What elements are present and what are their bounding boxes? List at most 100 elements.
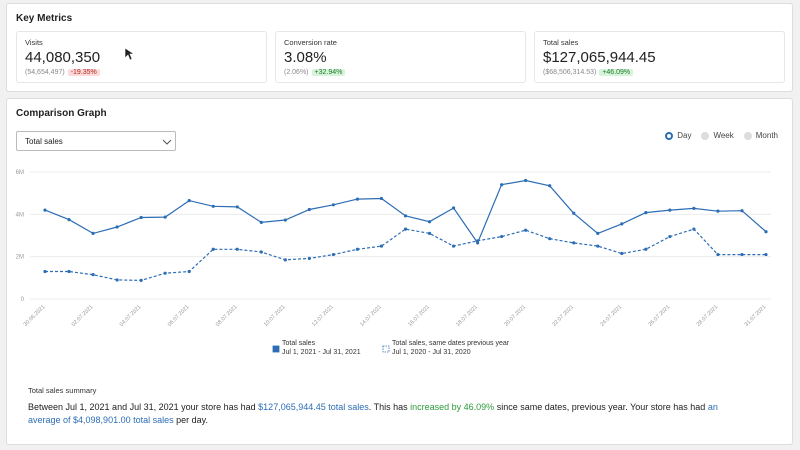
data-point (524, 228, 528, 232)
data-point (644, 211, 648, 215)
legend-swatch (272, 345, 280, 353)
metric-dropdown[interactable]: Total sales (16, 131, 176, 151)
x-tick-label: 20.07.2021 (503, 304, 527, 328)
data-point (355, 197, 360, 201)
x-tick-label: 24.07.2021 (600, 304, 624, 328)
metric-card: Total sales $127,065,944.45 ($68,506,314.5… (534, 31, 785, 83)
data-point (163, 215, 167, 219)
metric-label: Total sales (543, 38, 579, 47)
series-line (44, 179, 767, 245)
data-point (259, 250, 263, 254)
data-point (500, 234, 504, 239)
x-tick-label: 30.06.2021 (23, 304, 47, 328)
data-point (644, 247, 648, 251)
radio-dot (743, 131, 752, 140)
x-tick-label: 02.07.2021 (71, 304, 95, 328)
legend-range: Jul 1, 2021 - Jul 31, 2021 (282, 349, 361, 356)
x-tick-label: 10.07.2021 (263, 304, 287, 328)
summary-part: since same dates, previous year. Your st… (494, 402, 708, 412)
legend-swatch (382, 345, 390, 353)
data-point (451, 244, 456, 248)
data-point (43, 208, 47, 212)
panel-title: Key Metrics (16, 13, 73, 24)
data-point (187, 198, 191, 203)
data-point (403, 227, 408, 231)
summary-part: increased by 46.09% (410, 402, 495, 412)
data-point (91, 231, 95, 235)
legend-name: Total sales, same dates previous year (392, 340, 510, 347)
data-point (740, 252, 744, 257)
data-point (307, 256, 311, 260)
key-metrics-panel: Key Metrics Visits 44,080,350 (54,654,497)… (6, 3, 793, 92)
panel-title: Comparison Graph (16, 108, 107, 119)
change-badge: +32.94% (311, 69, 346, 76)
data-point (764, 252, 768, 257)
x-tick-label: 06.07.2021 (167, 304, 191, 328)
comparison-graph-panel: Comparison Graph Total sales Day Week Mont… (6, 98, 793, 445)
data-point (307, 207, 311, 212)
data-point (620, 251, 624, 256)
data-point (596, 231, 600, 235)
metric-value: 44,080,350 (25, 49, 101, 66)
summary-part: . This has (368, 402, 411, 412)
data-point (692, 206, 696, 211)
data-point (67, 269, 71, 274)
data-point (572, 241, 576, 245)
data-point (524, 178, 528, 183)
data-point (331, 252, 335, 257)
data-point (572, 211, 576, 215)
data-point (740, 209, 744, 213)
period-radio[interactable]: Month (743, 131, 778, 140)
metric-previous-row: (54,654,497) -19.35% (25, 69, 258, 76)
data-point (67, 218, 71, 222)
mouse-cursor (124, 47, 135, 61)
data-point (548, 237, 552, 241)
data-point (548, 184, 552, 188)
y-tick-label: 6M (16, 170, 24, 176)
period-radio[interactable]: Day (665, 131, 691, 140)
data-point (91, 273, 95, 277)
data-point (427, 231, 432, 235)
x-tick-label: 31.07.2021 (744, 304, 768, 328)
y-tick-label: 4M (16, 212, 24, 218)
data-point (379, 244, 384, 248)
summary-part: $127,065,944.45 total sales (258, 402, 369, 412)
dropdown-value: Total sales (25, 137, 63, 146)
data-point (43, 269, 47, 274)
metric-previous-row: (2.06%) +32.94% (284, 69, 517, 76)
x-tick-label: 12.07.2021 (311, 304, 335, 328)
metric-label: Visits (25, 38, 43, 47)
x-tick-label: 04.07.2021 (119, 304, 143, 328)
metric-previous: ($68,506,314.53) (543, 69, 597, 76)
change-badge: -19.35% (67, 69, 100, 76)
x-tick-label: 28.07.2021 (696, 304, 720, 328)
chevron (162, 139, 172, 145)
metric-card: Conversion rate 3.08% (2.06%) +32.94% (275, 31, 526, 83)
metric-previous: (54,654,497) (25, 69, 65, 76)
data-point (668, 234, 672, 239)
data-point (115, 278, 119, 282)
metric-card: Visits 44,080,350 (54,654,497) -19.35% (16, 31, 267, 83)
summary-text: Between Jul 1, 2021 and Jul 31, 2021 you… (28, 401, 748, 427)
radio-dot (701, 131, 710, 140)
metric-label: Conversion rate (284, 38, 337, 47)
period-radio[interactable]: Week (701, 131, 734, 140)
data-point (163, 271, 167, 275)
data-point (500, 183, 504, 187)
metric-value: $127,065,944.45 (543, 49, 656, 66)
data-point (716, 252, 720, 257)
data-point (259, 220, 263, 224)
data-point (620, 222, 624, 226)
data-point (115, 225, 119, 229)
period-radios: Day Week Month (665, 131, 778, 140)
x-tick-label: 22.07.2021 (551, 304, 575, 328)
radio-label: Month (755, 131, 778, 140)
x-tick-label: 18.07.2021 (455, 304, 479, 328)
x-tick-label: 08.07.2021 (215, 304, 239, 328)
data-point (139, 215, 143, 220)
data-point (355, 247, 360, 251)
data-point (235, 205, 239, 209)
data-point (716, 209, 720, 213)
